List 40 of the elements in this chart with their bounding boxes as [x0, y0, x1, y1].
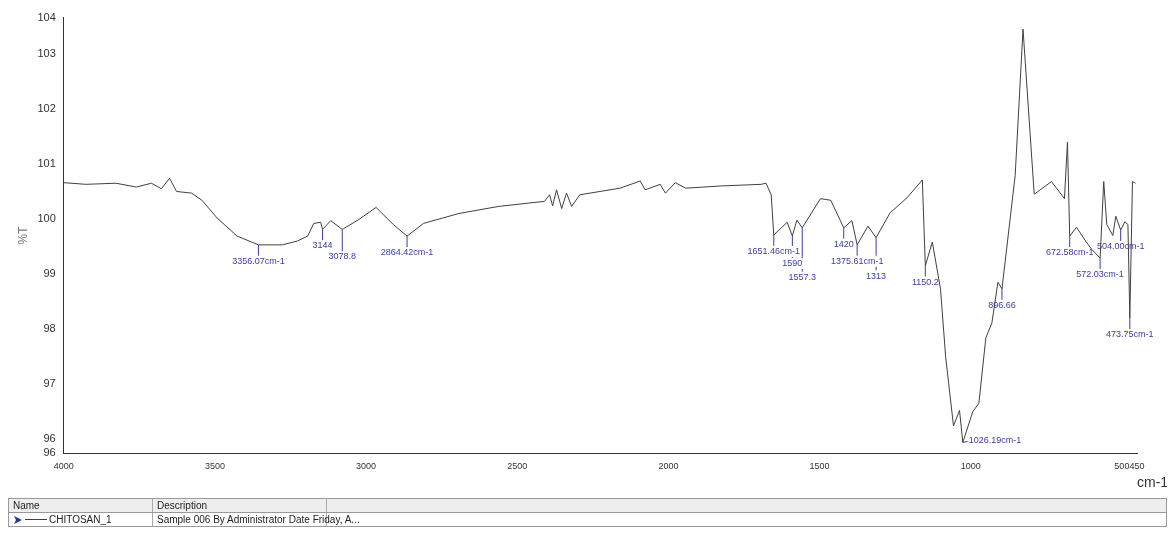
annotation: 473.75cm-1: [1106, 329, 1154, 340]
annotation: 572.03cm-1: [1076, 269, 1124, 280]
x-tick-label: 450: [1129, 461, 1145, 472]
x-axis-title: cm-1: [1137, 474, 1169, 491]
annotation: 1026.19cm-1: [968, 435, 1022, 446]
x-tick-label: 3000: [356, 461, 377, 472]
x-tick-label: 1000: [960, 461, 981, 472]
y-tick-label: 97: [43, 377, 56, 390]
annotation: 2864.42cm-1: [380, 247, 434, 258]
y-axis-title: %T: [15, 225, 30, 245]
y-tick-label: 101: [37, 157, 56, 169]
legend-label: CHITOSAN_1: [49, 514, 112, 525]
y-tick-label: 96: [43, 432, 56, 445]
y-tick-label: 96: [43, 446, 56, 459]
x-tick-label: 2500: [507, 461, 528, 472]
text: Sample 006 By Administrator Date Friday, A...: [156, 513, 360, 526]
text: Description: [153, 499, 327, 512]
annotation: 1420: [833, 238, 854, 249]
y-tick-label: 100: [37, 212, 56, 225]
annotation: 1557.3: [788, 271, 817, 282]
x-tick-label: 2000: [658, 461, 679, 472]
annotation: 1375.61cm-1: [830, 255, 884, 266]
annotation: 672.58cm-1: [1045, 247, 1094, 258]
y-tick-label: 104: [37, 10, 56, 23]
annotation: 3356.07cm-1: [232, 255, 285, 266]
x-tick-label: 4000: [53, 461, 74, 472]
annotation: 3144: [312, 240, 333, 251]
x-tick-label: 1500: [809, 461, 830, 472]
y-tick-label: 98: [43, 322, 56, 335]
annotation: 1651.46cm-1: [747, 245, 801, 256]
annotation: 1590: [782, 258, 803, 269]
y-tick-label: 103: [37, 46, 56, 59]
text: Name: [9, 499, 153, 512]
y-tick-label: 99: [43, 267, 56, 280]
annotation: 3078.8: [328, 251, 357, 262]
annotation: 1313: [866, 270, 887, 281]
y-tick-label: 102: [37, 101, 56, 114]
x-tick-label: 3500: [204, 461, 225, 472]
annotation: 1150.2: [911, 276, 939, 287]
x-tick-label: 500: [1114, 461, 1130, 472]
